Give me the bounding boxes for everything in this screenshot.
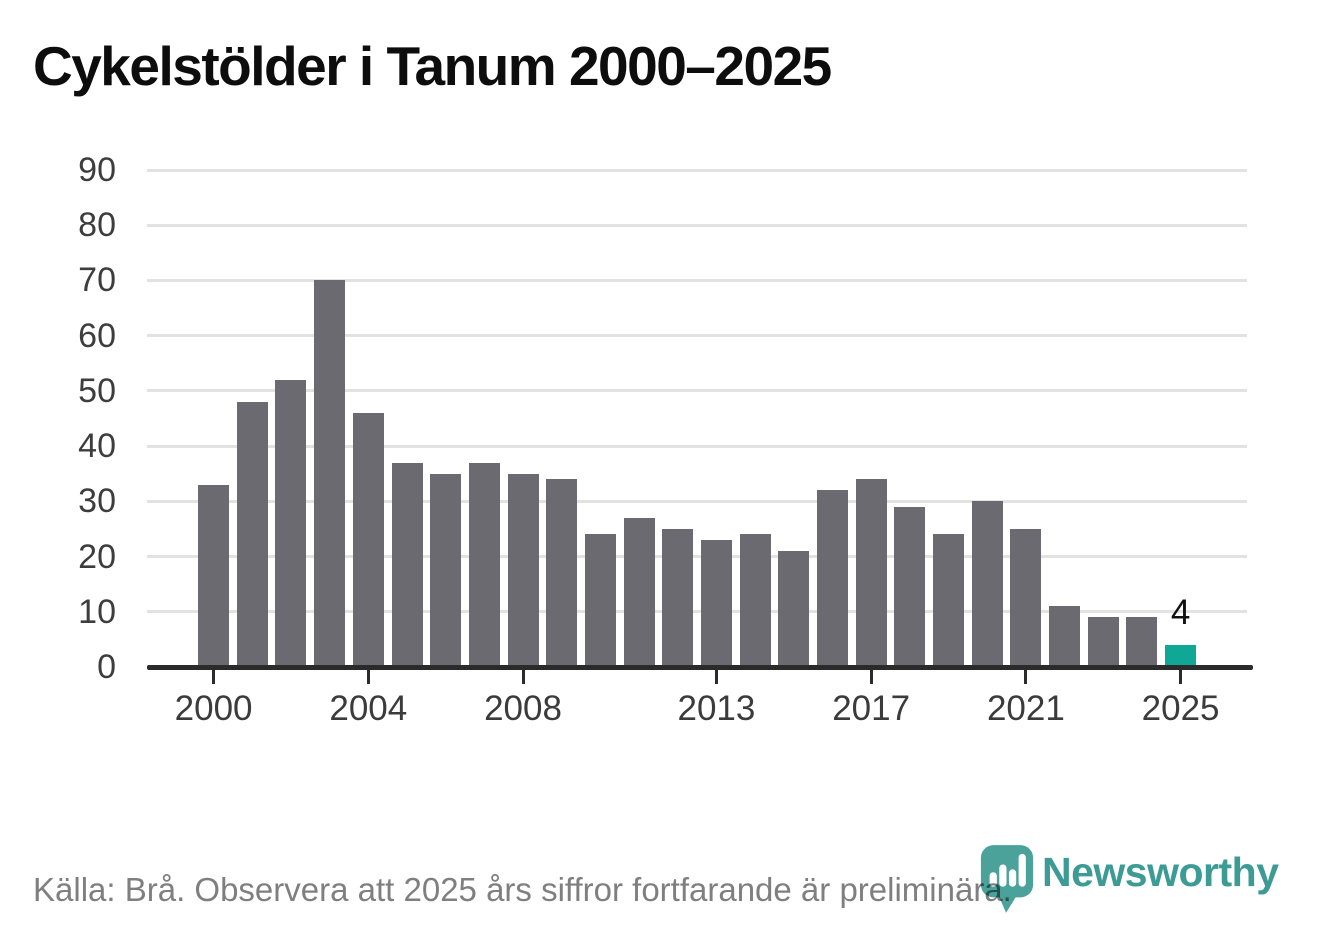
bar-2014	[739, 534, 771, 667]
x-tick-2000	[212, 669, 216, 684]
gridline-10	[147, 610, 1247, 614]
newsworthy-pin-barchart-icon	[980, 845, 1034, 913]
newsworthy-logo	[978, 842, 1036, 914]
y-axis-label-10: 10	[78, 592, 116, 631]
gridline-80	[147, 223, 1247, 227]
chart-title: Cykelstölder i Tanum 2000–2025	[33, 35, 832, 97]
highlight-value-label: 4	[1170, 592, 1191, 632]
x-tick-label-2004: 2004	[329, 689, 408, 728]
y-axis-label-40: 40	[78, 427, 116, 466]
bar-2013	[700, 539, 732, 667]
bar-2010	[584, 534, 616, 667]
x-tick-2021	[1024, 669, 1028, 684]
bar-2001	[236, 401, 268, 667]
source-note: Källa: Brå. Observera att 2025 års siffr…	[33, 871, 1012, 908]
x-tick-label-2017: 2017	[832, 689, 911, 728]
bar-2021	[1010, 528, 1042, 667]
bar-2000	[198, 484, 230, 667]
gridline-90	[147, 168, 1247, 172]
x-tick-label-2021: 2021	[986, 689, 1065, 728]
x-tick-2008	[521, 669, 525, 684]
bar-2002	[275, 379, 307, 667]
bar-2012	[662, 528, 694, 667]
bar-2024	[1126, 617, 1158, 667]
newsworthy-wordmark: Newsworthy	[1042, 849, 1279, 895]
bar-2025	[1165, 644, 1197, 667]
x-tick-2004	[366, 669, 370, 684]
bar-2005	[391, 462, 423, 667]
x-tick-label-2008: 2008	[484, 689, 562, 728]
gridline-40	[147, 444, 1247, 448]
bar-2017	[855, 479, 887, 667]
x-tick-2025	[1179, 669, 1183, 684]
x-tick-label-2000: 2000	[174, 689, 253, 728]
y-axis-label-50: 50	[78, 371, 116, 410]
x-tick-2013	[714, 669, 718, 684]
y-axis-label-0: 0	[97, 648, 116, 686]
x-tick-label-2013: 2013	[677, 689, 756, 728]
y-axis-label-80: 80	[78, 206, 116, 245]
bar-2004	[352, 412, 384, 667]
gridline-30	[147, 499, 1247, 503]
x-axis-line	[147, 665, 1253, 670]
bar-2006	[430, 473, 462, 667]
gridline-70	[147, 278, 1247, 282]
bar-2009	[546, 479, 578, 667]
bar-2008	[507, 473, 539, 667]
gridline-60	[147, 334, 1247, 338]
y-axis-label-60: 60	[78, 316, 116, 355]
bar-2007	[468, 462, 500, 667]
y-axis-label-90: 90	[78, 151, 116, 189]
y-axis-label-30: 30	[78, 482, 116, 521]
y-axis-label-70: 70	[78, 261, 116, 300]
bar-2011	[623, 517, 655, 667]
bar-2018	[894, 506, 926, 667]
y-axis-label-20: 20	[78, 537, 116, 576]
x-tick-label-2025: 2025	[1141, 689, 1220, 728]
gridline-20	[147, 555, 1247, 559]
bar-2023	[1087, 617, 1119, 667]
bar-2019	[933, 534, 965, 667]
bar-2016	[816, 490, 848, 667]
bar-2015	[778, 551, 810, 667]
x-tick-2017	[869, 669, 873, 684]
gridline-50	[147, 389, 1247, 393]
bar-2020	[971, 501, 1003, 667]
bar-2003	[314, 280, 346, 667]
bar-2022	[1049, 606, 1081, 667]
